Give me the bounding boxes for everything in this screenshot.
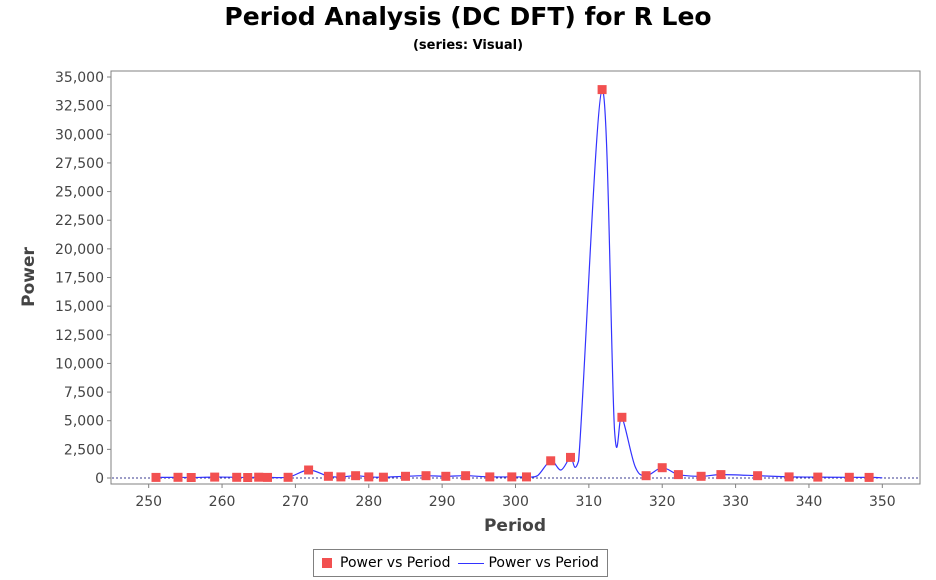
data-point xyxy=(351,471,361,481)
data-point xyxy=(566,452,575,462)
x-tick-label: 330 xyxy=(722,494,749,510)
y-tick-label: 32,500 xyxy=(55,99,104,115)
data-point xyxy=(673,470,683,480)
x-axis: 250 260 270 280 290 300 310 320 330 340 350 xyxy=(135,484,896,510)
y-axis-label: Power xyxy=(19,247,39,307)
data-point xyxy=(364,472,374,482)
data-point xyxy=(421,471,431,481)
data-point xyxy=(283,472,293,482)
data-point xyxy=(304,465,314,475)
y-tick-label: 27,500 xyxy=(55,156,104,172)
y-tick-label: 2,500 xyxy=(64,442,104,458)
y-tick-label: 0 xyxy=(95,471,104,487)
x-tick-label: 270 xyxy=(282,494,309,510)
legend-square-marker xyxy=(322,558,332,568)
legend-item-points: Power vs Period xyxy=(322,555,450,571)
data-point xyxy=(232,472,242,482)
x-tick-label: 340 xyxy=(796,494,823,510)
x-tick-label: 250 xyxy=(135,494,162,510)
y-tick-label: 10,000 xyxy=(55,356,104,372)
data-point xyxy=(151,472,161,482)
data-point xyxy=(696,471,706,481)
data-point xyxy=(210,472,220,482)
y-tick-label: 22,500 xyxy=(55,213,104,229)
x-tick-label: 310 xyxy=(575,494,602,510)
y-tick-label: 17,500 xyxy=(55,271,104,287)
y-axis: 0 2,500 5,000 7,500 10,000 12,500 15,000 17,500… xyxy=(55,70,111,487)
data-point xyxy=(378,472,388,482)
data-point xyxy=(485,472,495,482)
data-point xyxy=(401,471,410,481)
data-point xyxy=(864,472,874,482)
y-tick-label: 20,000 xyxy=(55,242,104,258)
y-tick-label: 5,000 xyxy=(64,414,104,430)
data-point xyxy=(784,472,794,482)
x-tick-label: 350 xyxy=(869,494,896,510)
y-tick-label: 35,000 xyxy=(55,70,104,86)
data-point xyxy=(716,470,726,480)
data-point xyxy=(641,471,651,481)
data-point xyxy=(186,473,196,482)
data-point xyxy=(813,472,823,482)
y-tick-label: 25,000 xyxy=(55,185,104,201)
series-points-power xyxy=(151,85,874,482)
plot-area xyxy=(110,70,921,485)
chart-subtitle: (series: Visual) xyxy=(412,38,524,53)
legend-label-line: Power vs Period xyxy=(488,555,599,571)
chart-title: Period Analysis (DC DFT) for R Leo xyxy=(224,2,712,31)
data-point xyxy=(323,471,333,481)
data-point xyxy=(263,472,272,482)
data-point xyxy=(546,456,556,466)
x-tick-label: 260 xyxy=(209,494,236,510)
x-axis-label: Period xyxy=(484,516,546,536)
data-point xyxy=(507,472,517,482)
data-point xyxy=(173,472,183,482)
data-point xyxy=(461,471,471,481)
x-tick-label: 290 xyxy=(429,494,456,510)
x-tick-label: 320 xyxy=(649,494,676,510)
data-point xyxy=(617,412,627,422)
data-point xyxy=(254,472,264,482)
data-point xyxy=(522,472,531,482)
legend-line-marker xyxy=(458,562,485,564)
legend-item-line: Power vs Period xyxy=(458,555,599,571)
y-tick-label: 12,500 xyxy=(55,328,104,344)
data-point xyxy=(844,472,854,482)
data-point xyxy=(753,471,763,481)
data-point xyxy=(336,472,346,482)
data-point xyxy=(657,463,667,473)
x-tick-label: 280 xyxy=(355,494,382,510)
y-tick-label: 15,000 xyxy=(55,299,104,315)
data-point xyxy=(441,471,451,481)
y-tick-label: 7,500 xyxy=(64,385,104,401)
data-point xyxy=(243,473,253,482)
x-tick-label: 300 xyxy=(502,494,529,510)
y-tick-label: 30,000 xyxy=(55,127,104,143)
data-point xyxy=(597,85,607,95)
legend: Power vs Period Power vs Period xyxy=(313,549,608,577)
legend-label-points: Power vs Period xyxy=(340,555,451,571)
